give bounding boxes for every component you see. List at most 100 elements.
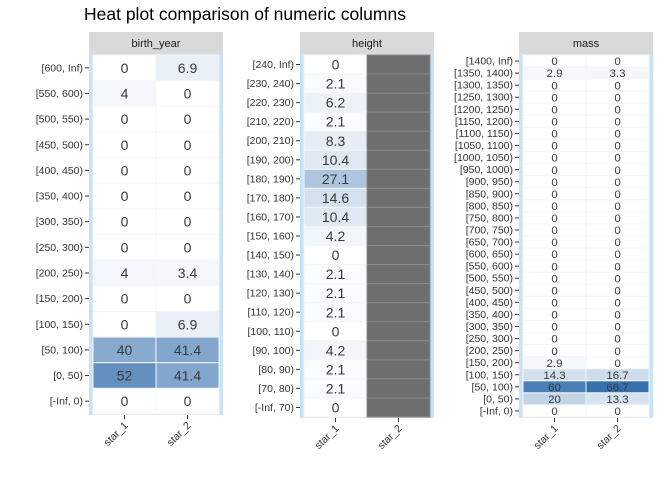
y-tick-label: [-Inf, 70) xyxy=(255,402,294,414)
cell-value-label: 0 xyxy=(551,285,557,297)
y-tick-label: [-Inf, 0) xyxy=(50,396,83,408)
cell-value-label: 2.1 xyxy=(326,361,346,377)
cell-value-label: 0 xyxy=(614,116,620,128)
cell-value-label: 0 xyxy=(551,249,557,261)
heat-cell xyxy=(155,182,220,210)
cell-value-label: 4 xyxy=(121,265,129,281)
y-tick-label: [-Inf, 0) xyxy=(480,405,513,417)
facet-strip xyxy=(89,32,223,54)
cell-value-label: 0 xyxy=(551,153,557,165)
cell-value-label: 14.3 xyxy=(543,370,565,382)
cell-value-label: 0 xyxy=(551,213,557,225)
y-tick-label: [1200, 1250) xyxy=(454,104,513,116)
cell-value-label: 0 xyxy=(121,239,129,255)
cell-value-label: 4 xyxy=(121,86,129,102)
heat-cell xyxy=(155,54,220,82)
cell-value-label: 0 xyxy=(121,188,129,204)
heat-cell xyxy=(366,321,431,342)
cell-value-label: 0 xyxy=(184,393,192,409)
x-tick-label: star_2 xyxy=(594,423,623,452)
y-tick-label: [600, 650) xyxy=(466,249,513,261)
facet-strip xyxy=(300,32,434,54)
cell-value-label: 0 xyxy=(614,177,620,189)
cell-value-label: 0 xyxy=(551,129,557,141)
y-tick-label: [650, 700) xyxy=(466,237,513,249)
cell-value-label: 0 xyxy=(551,297,557,309)
cell-value-label: 0 xyxy=(551,116,557,128)
heat-cell xyxy=(366,340,431,361)
cell-value-label: 40 xyxy=(117,342,133,358)
heat-cell xyxy=(366,359,431,380)
x-tick-label: star_1 xyxy=(312,423,341,452)
y-tick-label: [90, 100) xyxy=(253,345,294,357)
heat-cell xyxy=(92,259,157,287)
cell-value-label: 0 xyxy=(184,111,192,127)
cell-value-label: 0 xyxy=(332,57,340,73)
facet-label: height xyxy=(352,38,382,50)
x-tick-label: star_2 xyxy=(375,423,404,452)
y-tick-label: [200, 210) xyxy=(247,135,294,147)
y-tick-label: [1350, 1400) xyxy=(454,68,513,80)
y-tick-label: [350, 400) xyxy=(466,309,513,321)
cell-value-label: 0 xyxy=(614,310,620,322)
y-tick-label: [230, 240) xyxy=(247,78,294,90)
heat-cell xyxy=(366,283,431,304)
heat-cell xyxy=(92,336,157,364)
y-tick-label: [240, Inf) xyxy=(253,59,294,71)
cell-value-label: 8.3 xyxy=(326,133,346,149)
cell-value-label: 52 xyxy=(117,368,133,384)
heat-cell xyxy=(366,168,431,189)
cell-value-label: 20 xyxy=(548,394,561,406)
cell-value-label: 3.3 xyxy=(610,68,626,80)
y-tick-label: [110, 120) xyxy=(247,307,294,319)
cell-value-label: 0 xyxy=(551,406,557,418)
cell-value-label: 0 xyxy=(614,285,620,297)
cell-value-label: 0 xyxy=(551,189,557,201)
heat-cell xyxy=(366,54,431,75)
heat-cell xyxy=(155,387,220,415)
y-tick-label: [350, 400) xyxy=(36,191,83,203)
y-tick-label: [1100, 1150) xyxy=(456,128,513,140)
y-tick-label: [150, 200) xyxy=(36,293,83,305)
cell-value-label: 6.9 xyxy=(178,60,198,76)
y-tick-label: [100, 110) xyxy=(247,326,294,338)
cell-value-label: 0 xyxy=(614,141,620,153)
cell-value-label: 0 xyxy=(551,322,557,334)
cell-value-label: 6.9 xyxy=(178,316,198,332)
y-tick-label: [1250, 1300) xyxy=(454,92,513,104)
facet-strip xyxy=(519,32,653,54)
y-tick-label: [950, 1000) xyxy=(460,164,513,176)
cell-value-label: 0 xyxy=(614,165,620,177)
y-tick-label: [900, 950) xyxy=(466,176,513,188)
y-tick-label: [190, 200) xyxy=(247,154,294,166)
y-tick-label: [1050, 1100) xyxy=(455,140,513,152)
heat-cell xyxy=(366,302,431,323)
y-tick-label: [200, 250) xyxy=(466,345,513,357)
cell-value-label: 0 xyxy=(614,322,620,334)
heat-cell xyxy=(366,149,431,170)
y-tick-label: [70, 80) xyxy=(258,383,294,395)
cell-value-label: 13.3 xyxy=(606,394,628,406)
cell-value-label: 66.7 xyxy=(606,382,628,394)
y-tick-label: [0, 50) xyxy=(483,393,513,405)
y-tick-label: [250, 300) xyxy=(36,242,83,254)
cell-value-label: 0 xyxy=(121,162,129,178)
cell-value-label: 0 xyxy=(184,86,192,102)
cell-value-label: 0 xyxy=(614,129,620,141)
cell-value-label: 0 xyxy=(614,358,620,370)
x-tick-label: star_1 xyxy=(531,423,560,452)
cell-value-label: 0 xyxy=(614,56,620,68)
cell-value-label: 0 xyxy=(614,273,620,285)
y-tick-label: [140, 150) xyxy=(247,250,294,262)
cell-value-label: 0 xyxy=(614,346,620,358)
cell-value-label: 0 xyxy=(121,137,129,153)
chart-title: Heat plot comparison of numeric columns xyxy=(84,4,406,24)
y-tick-label: [550, 600) xyxy=(466,261,513,273)
cell-value-label: 0 xyxy=(551,261,557,273)
cell-value-label: 0 xyxy=(551,273,557,285)
cell-value-label: 0 xyxy=(614,189,620,201)
cell-value-label: 0 xyxy=(121,60,129,76)
cell-value-label: 0 xyxy=(614,334,620,346)
cell-value-label: 0 xyxy=(551,165,557,177)
cell-value-label: 0 xyxy=(121,214,129,230)
